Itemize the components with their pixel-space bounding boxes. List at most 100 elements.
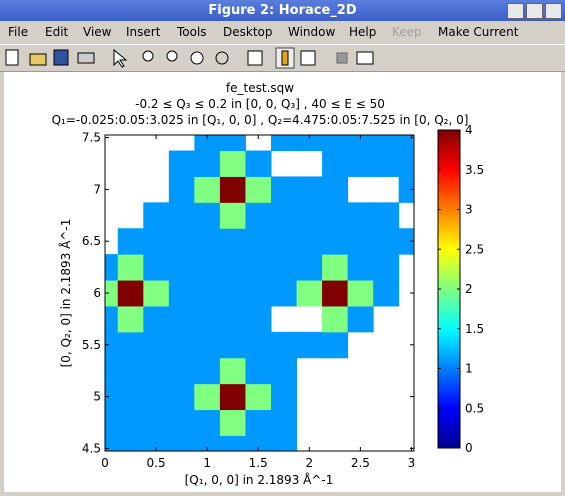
menu-item[interactable]: Tools <box>177 25 207 39</box>
chart-title: -0.2 ≤ Q₃ ≤ 0.2 in [0, 0, Q₃] , 40 ≤ E ≤… <box>135 97 385 111</box>
heatmap-cell <box>105 305 119 333</box>
heatmap-cell <box>219 435 246 451</box>
heatmap-cell <box>347 202 374 229</box>
menu-item[interactable]: View <box>83 25 112 39</box>
heatmap-cell <box>117 305 144 333</box>
heatmap-cell <box>347 228 374 255</box>
heatmap-cell <box>245 357 272 385</box>
maximize-button[interactable] <box>526 3 543 19</box>
menu-item[interactable]: Desktop <box>223 25 273 39</box>
pan-icon[interactable] <box>190 51 204 65</box>
heatmap-cell <box>168 305 195 333</box>
heatmap-cell <box>168 280 195 307</box>
toolbar-icons <box>5 47 374 69</box>
colorbar-tick-label: 1 <box>465 362 473 376</box>
rotate-icon[interactable] <box>215 51 229 65</box>
heatmap <box>105 135 414 451</box>
chart-title: fe_test.sqw <box>226 81 294 95</box>
legend-icon[interactable] <box>300 50 316 66</box>
colorbar <box>437 129 461 449</box>
heatmap-cell <box>373 150 400 177</box>
heatmap-cell <box>245 176 272 203</box>
menu-item[interactable]: File <box>8 25 29 39</box>
heatmap-cell <box>168 176 195 203</box>
y-tick-label: 4.5 <box>82 441 101 455</box>
heatmap-cell <box>373 254 400 281</box>
heatmap-cell <box>322 280 349 307</box>
heatmap-cell <box>219 409 246 436</box>
heatmap-cell <box>398 150 414 177</box>
heatmap-cell <box>270 176 298 203</box>
y-tick-label: 7.5 <box>82 131 101 145</box>
menu-item[interactable]: Help <box>349 25 377 39</box>
menu-item[interactable]: Insert <box>126 25 161 39</box>
x-tick-label: 3 <box>408 456 416 470</box>
menu-bar: File Edit View Insert Tools Desktop Window Help… <box>0 22 565 42</box>
heatmap-cell <box>105 254 119 281</box>
heatmap-cell <box>270 254 298 281</box>
heatmap-cell <box>322 135 349 152</box>
hide-plot-tools-icon[interactable] <box>336 52 348 64</box>
x-tick-label: 0.5 <box>147 456 166 470</box>
heatmap-cell <box>296 202 323 229</box>
heatmap-cell <box>194 409 221 436</box>
heatmap-cell <box>373 135 400 152</box>
zoom-in-icon[interactable] <box>142 50 154 62</box>
heatmap-cell <box>347 150 374 177</box>
heatmap-cell <box>219 331 246 359</box>
heatmap-cell <box>245 202 272 229</box>
heatmap-cell <box>143 383 170 411</box>
heatmap-cell <box>219 254 246 281</box>
heatmap-cell <box>219 383 246 411</box>
heatmap-cell <box>245 305 272 333</box>
heatmap-cell <box>296 176 323 203</box>
menu-item[interactable]: Window <box>288 25 336 39</box>
heatmap-cell <box>117 383 144 411</box>
heatmap-cell <box>143 280 170 307</box>
x-tick-label: 2 <box>305 456 313 470</box>
heatmap-cell <box>168 331 195 359</box>
close-button[interactable] <box>545 3 562 19</box>
toolbar <box>0 44 565 72</box>
heatmap-cell <box>245 409 272 436</box>
heatmap-cell <box>105 383 119 411</box>
colorbar-tick-label: 2.5 <box>465 242 484 256</box>
heatmap-cell <box>194 331 221 359</box>
new-icon[interactable] <box>5 49 19 66</box>
heatmap-cell <box>219 176 246 203</box>
y-axis-label: [0, Q₂, 0] in 2.1893 Å^-1 <box>58 219 73 368</box>
save-icon[interactable] <box>53 49 69 66</box>
heatmap-cell <box>245 228 272 255</box>
heatmap-cell <box>168 254 195 281</box>
heatmap-cell <box>105 331 119 359</box>
menu-item[interactable]: Make Current <box>438 25 519 39</box>
open-icon[interactable] <box>29 53 47 66</box>
heatmap-cell <box>347 305 374 333</box>
minimize-button[interactable] <box>507 3 524 19</box>
menu-item[interactable]: Edit <box>45 25 69 39</box>
heatmap-cell <box>105 435 119 451</box>
show-plot-tools-icon[interactable] <box>356 51 374 65</box>
heatmap-cell <box>219 150 246 177</box>
heatmap-cell <box>347 280 374 307</box>
heatmap-cell <box>270 383 298 411</box>
colorbar-tick-label: 2 <box>465 282 473 296</box>
heatmap-cell <box>270 357 298 385</box>
heatmap-cell <box>143 357 170 385</box>
window-title: Figure 2: Horace_2D <box>208 3 357 18</box>
select-icon[interactable] <box>113 48 128 68</box>
x-tick-label: 0 <box>101 456 109 470</box>
heatmap-cell <box>143 202 170 229</box>
y-tick-label: 5.5 <box>82 338 101 352</box>
heatmap-cell <box>168 150 195 177</box>
heatmap-cell <box>194 176 221 203</box>
data-cursor-icon[interactable] <box>247 50 263 66</box>
menu-item[interactable]: Keep <box>392 25 422 39</box>
y-tick-label: 5 <box>93 390 101 404</box>
heatmap-cell <box>219 357 246 385</box>
print-icon[interactable] <box>77 52 95 64</box>
zoom-out-icon[interactable] <box>166 50 178 62</box>
title-bar: Figure 2: Horace_2D <box>0 0 565 21</box>
